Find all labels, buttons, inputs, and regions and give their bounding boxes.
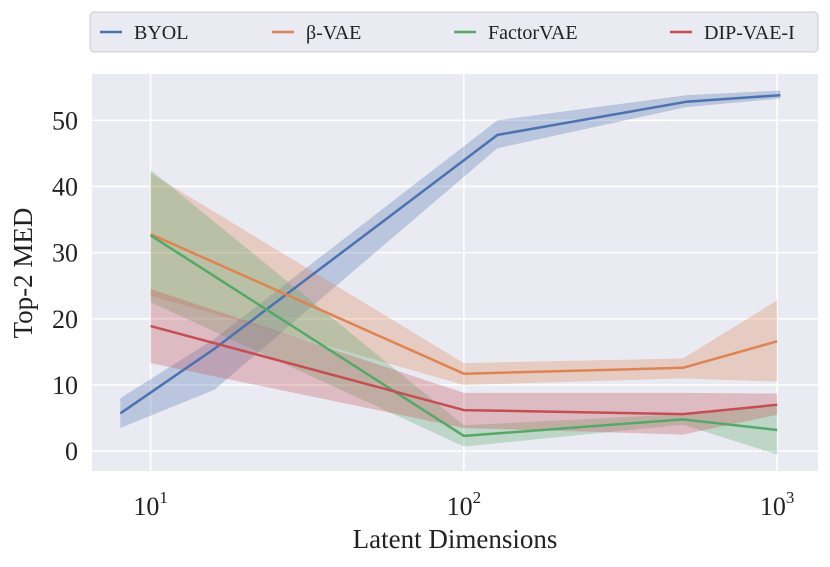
line-dip-vae-i (150, 324, 778, 416)
legend-label-byol: BYOL (134, 22, 188, 44)
y-tick-label: 10 (52, 371, 78, 400)
x-tick-label: 103 (760, 488, 795, 521)
band-byol (120, 90, 781, 428)
legend-label-factorvae: FactorVAE (488, 22, 578, 44)
x-tick-labels: 101 102 103 (133, 488, 794, 521)
x-tick-label: 102 (447, 488, 482, 521)
y-tick-label: 20 (52, 305, 78, 334)
legend-label-dip-vae-i: DIP-VAE-I (704, 22, 795, 44)
band-dip-vae-i (150, 289, 778, 435)
y-tick-label: 50 (52, 106, 78, 135)
y-tick-label: 0 (65, 437, 78, 466)
legend: BYOL β-VAE FactorVAE DIP-VAE-I (89, 11, 819, 53)
line-byol (119, 93, 781, 415)
y-tick-label: 30 (52, 239, 78, 268)
plot-background (92, 74, 818, 471)
band-factorvae (150, 169, 778, 455)
confidence-bands (120, 90, 781, 455)
line-factorvae (149, 234, 778, 438)
band-vae (150, 173, 778, 385)
y-tick-labels: 0 10 20 30 40 50 (52, 106, 78, 466)
grid-lines (92, 74, 818, 471)
x-tick-label: 101 (133, 488, 168, 521)
y-tick-label: 40 (52, 172, 78, 201)
x-axis-label: Latent Dimensions (353, 524, 558, 554)
legend-label-vae: β-VAE (306, 22, 361, 44)
series-lines (119, 93, 781, 438)
y-axis-label: Top-2 MED (8, 208, 38, 339)
line-vae (150, 232, 778, 375)
